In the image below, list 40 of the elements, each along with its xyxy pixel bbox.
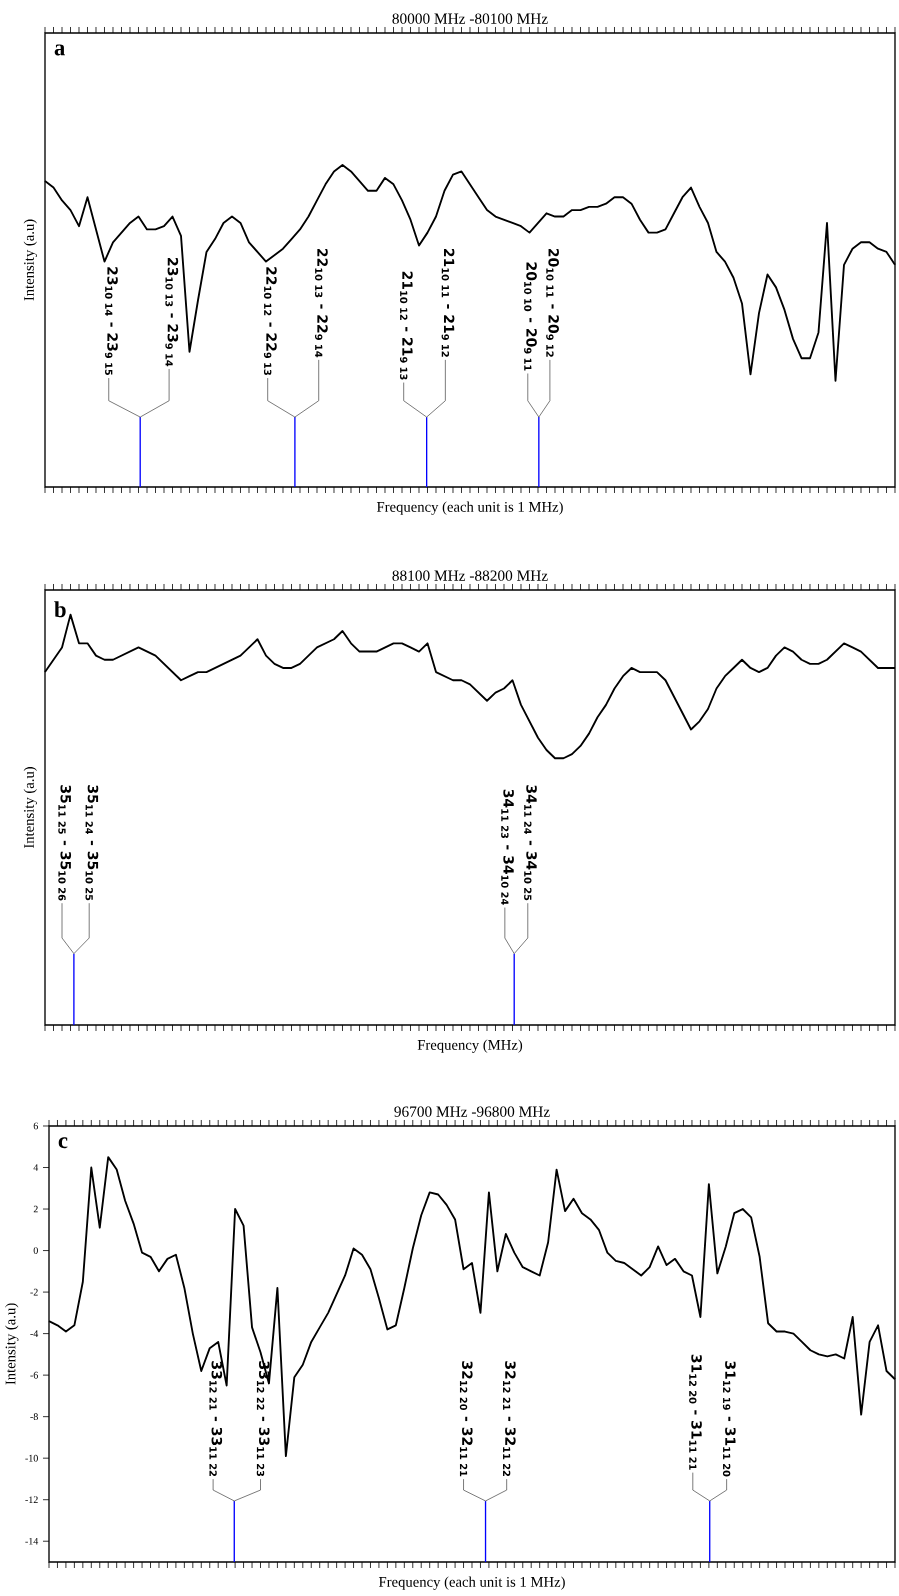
y-tick-label: 6: [33, 1122, 38, 1130]
chart-title: 96700 MHz -96800 MHz: [394, 1106, 550, 1117]
annotation: 21$_{10 11}$ - 21$_{9 12}$: [441, 248, 455, 357]
y-tick-label: 2: [33, 1205, 38, 1213]
y-tick-label: -12: [25, 1496, 38, 1504]
y-tick-label: -10: [25, 1454, 38, 1462]
chart-title: 88100 MHz -88200 MHz: [392, 570, 548, 581]
annotation: 35$_{11 24}$ - 35$_{10 25}$: [85, 785, 99, 901]
annotation: 34$_{11 24}$ - 34$_{10 25}$: [524, 785, 537, 901]
annotation: 22$_{10 13}$ - 22$_{9 14}$: [314, 248, 328, 358]
text: a: [54, 44, 65, 56]
annotation: 23$_{10 13}$ - 23$_{9 14}$: [165, 258, 179, 367]
annotation: 35$_{11 25}$ - 35$_{10 26}$: [58, 785, 72, 901]
y-axis-title: Intensity (a.u): [23, 219, 37, 301]
y-tick-label: 4: [33, 1164, 39, 1171]
annotation: 23$_{10 14}$ - 23$_{9 15}$: [105, 267, 118, 376]
y-axis-title: Intensity (a.u): [5, 1303, 19, 1385]
annotation: c: [58, 1137, 68, 1149]
annotation: 20$_{10 11}$ - 20$_{9 12}$: [546, 248, 559, 357]
annotation: 31$_{12 20}$ - 31$_{11 21}$: [689, 1354, 702, 1470]
annotation: 20$_{10 10}$ - 20$_{9 11}$: [524, 262, 537, 371]
annotation: 34$_{11 23}$ - 34$_{10 24}$: [501, 789, 514, 905]
annotation: 21$_{10 12}$ - 21$_{9 13}$: [399, 271, 413, 380]
x-axis-title: Frequency (MHz): [417, 1039, 523, 1053]
y-tick-label: -4: [30, 1330, 39, 1337]
annotation: b: [54, 601, 66, 618]
y-tick-label: -6: [30, 1371, 38, 1379]
y-axis-title: Intensity (a.u): [23, 767, 37, 849]
annotation: 22$_{10 12}$ - 22$_{9 13}$: [263, 267, 277, 375]
y-tick-label: -14: [25, 1537, 39, 1545]
x-axis-title: Frequency (each unit is 1 MHz): [376, 501, 563, 515]
annotation: 33$_{12 21}$ - 33$_{11 22}$: [209, 1361, 223, 1477]
annotation: 32$_{12 21}$ - 32$_{11 22}$: [503, 1361, 516, 1477]
y-tick-label: -8: [30, 1413, 38, 1421]
y-tick-label: -2: [30, 1288, 38, 1296]
annotation: 31$_{12 19}$ - 31$_{11 20}$: [722, 1361, 736, 1477]
y-tick-label: 0: [33, 1247, 38, 1254]
annotation: 32$_{12 20}$ - 32$_{11 21}$: [459, 1361, 473, 1477]
chart-title: 80000 MHz -80100 MHz: [392, 13, 548, 24]
x-axis-title: Frequency (each unit is 1 MHz): [378, 1576, 565, 1590]
